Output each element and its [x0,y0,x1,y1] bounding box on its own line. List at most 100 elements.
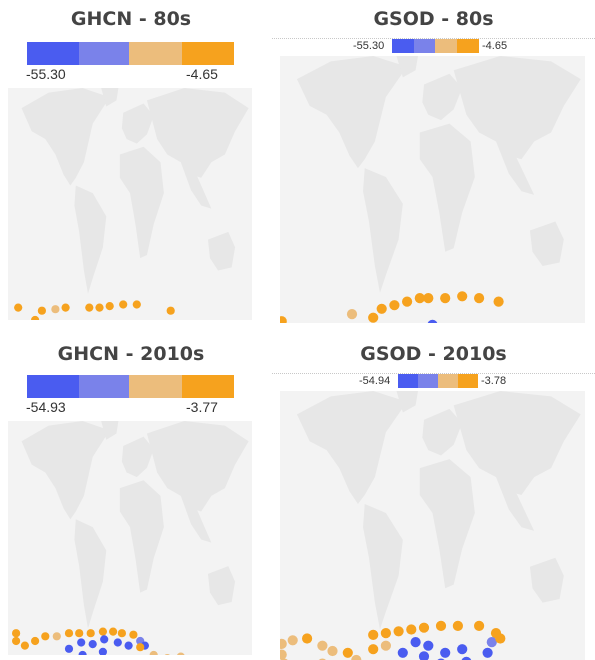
color-scale-bar [398,374,478,388]
color-scale-bar [27,42,234,65]
station-marker[interactable] [86,629,95,638]
station-marker[interactable] [78,650,87,655]
station-marker[interactable] [317,640,328,651]
station-marker[interactable] [418,651,430,660]
station-marker[interactable] [427,319,438,323]
station-marker[interactable] [51,305,60,314]
station-marker[interactable] [98,647,107,655]
station-marker[interactable] [474,620,485,631]
station-marker[interactable] [402,296,413,307]
station-marker[interactable] [12,636,21,646]
scale-min-label: -55.30 [353,40,385,52]
station-marker[interactable] [280,316,287,323]
panel-gsod-80s: GSOD - 80s -55.30 -4.65 [272,0,595,328]
station-marker[interactable] [52,632,61,641]
world-map[interactable] [8,421,252,655]
station-marker[interactable] [98,627,107,636]
station-marker[interactable] [342,647,353,658]
station-marker[interactable] [77,638,86,647]
station-marker[interactable] [410,637,421,648]
landmass [453,56,581,160]
station-marker[interactable] [380,628,391,639]
station-marker[interactable] [88,640,97,649]
station-marker[interactable] [452,620,463,631]
station-marker[interactable] [149,650,158,655]
scale-segment-cold [398,374,418,388]
map-canvas [280,391,585,660]
station-marker[interactable] [423,640,434,651]
landmass [419,123,475,252]
station-marker[interactable] [95,303,104,312]
station-marker[interactable] [117,629,126,638]
landmass [74,185,107,294]
station-marker[interactable] [327,645,338,657]
station-marker[interactable] [461,656,472,660]
station-marker[interactable] [406,624,417,635]
station-marker[interactable] [457,291,468,302]
station-marker[interactable] [37,306,46,315]
station-marker[interactable] [64,644,74,653]
station-marker[interactable] [163,654,171,655]
station-marker[interactable] [397,647,408,658]
station-marker[interactable] [418,622,430,633]
station-marker[interactable] [109,627,118,636]
station-marker[interactable] [100,635,109,644]
station-marker[interactable] [119,300,128,309]
scale-segment-cool [79,42,129,65]
station-marker[interactable] [368,629,379,640]
landmass [363,503,403,630]
station-marker[interactable] [75,629,84,638]
station-marker[interactable] [20,641,29,650]
station-marker[interactable] [85,303,94,312]
station-marker[interactable] [435,620,447,631]
station-marker[interactable] [41,632,50,641]
station-marker[interactable] [113,638,122,647]
landmass [146,88,249,178]
station-marker[interactable] [495,633,506,644]
map-canvas [8,421,252,655]
station-marker[interactable] [136,643,145,652]
station-marker[interactable] [368,644,379,655]
station-marker[interactable] [129,630,138,639]
world-map[interactable] [280,56,585,323]
panel-title: GHCN - 2010s [57,343,205,365]
station-marker[interactable] [14,303,23,312]
station-marker[interactable] [457,644,468,655]
station-marker[interactable] [440,647,451,658]
station-marker[interactable] [166,306,175,315]
station-marker[interactable] [380,640,391,651]
scale-segment-hot [182,42,234,65]
station-marker[interactable] [493,296,504,307]
landmass [296,56,408,169]
world-map[interactable] [280,391,585,660]
station-marker[interactable] [132,300,141,309]
panel-title: GSOD - 80s [373,8,494,30]
station-marker[interactable] [61,303,70,312]
station-marker[interactable] [389,300,400,311]
station-marker[interactable] [280,638,287,649]
panel-title: GHCN - 80s [70,8,192,30]
station-marker[interactable] [12,629,21,638]
station-marker[interactable] [64,629,74,638]
station-marker[interactable] [423,293,434,304]
station-marker[interactable] [368,312,379,323]
station-marker[interactable] [393,626,404,637]
station-marker[interactable] [376,303,387,314]
station-marker[interactable] [280,649,287,660]
station-marker[interactable] [177,652,185,656]
station-marker[interactable] [105,302,114,311]
station-marker[interactable] [474,293,485,304]
station-marker[interactable] [31,636,40,646]
station-marker[interactable] [287,635,298,646]
station-marker[interactable] [414,293,425,304]
station-marker[interactable] [440,293,451,304]
landmass [422,408,463,456]
station-marker[interactable] [31,315,40,320]
station-marker[interactable] [482,647,493,658]
station-marker[interactable] [124,641,133,650]
world-map[interactable] [8,88,252,320]
station-marker[interactable] [351,654,362,660]
station-marker[interactable] [486,637,497,648]
station-marker[interactable] [346,309,358,320]
station-marker[interactable] [302,633,313,644]
